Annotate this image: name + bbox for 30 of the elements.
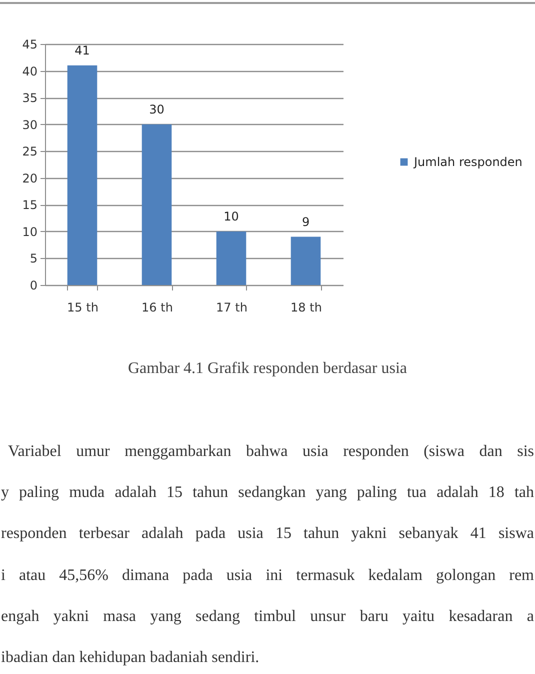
bar	[216, 231, 246, 285]
y-tick-label: 10	[22, 224, 38, 239]
data-label: 30	[149, 102, 164, 116]
bar	[67, 65, 98, 285]
bar	[290, 236, 321, 285]
text: i atau 45,56% dimana pada usia ini termasuk kedalam golongan rem	[1, 566, 534, 586]
text: Gambar 4.1 Grafik responden berdasar usia	[126, 359, 408, 379]
legend-label: Jumlah responden	[413, 155, 522, 169]
data-label: 41	[74, 43, 90, 58]
x-tick-label: 18 th	[290, 300, 322, 314]
y-tick-label: 0	[30, 278, 38, 292]
y-tick-label: 45	[22, 38, 38, 52]
text: y paling muda adalah 15 tahun sedangkan yang paling tua adalah 18 tah	[1, 483, 534, 504]
x-tick-label: 15 th	[67, 300, 98, 314]
text: responden terbesar adalah pada usia 15 tahun yakni sebanyak 41 siswa	[1, 524, 534, 544]
text: engah yakni masa yang sedang timbul unsur baru yaitu kesadaran a	[1, 606, 534, 627]
text: Variabel umur menggambarkan bahwa usia responden (siswa dan sis	[7, 442, 534, 462]
x-tick-label: 17 th	[216, 300, 248, 314]
y-tick-label: 15	[22, 198, 38, 212]
bar	[142, 124, 172, 285]
y-tick-label: 25	[22, 144, 38, 159]
data-label: 9	[302, 214, 310, 229]
y-tick-label: 40	[22, 64, 38, 78]
y-tick-label: 20	[22, 171, 38, 186]
y-tick-label: 35	[22, 91, 38, 106]
y-tick-label: 5	[30, 252, 38, 266]
text: ibadian dan kehidupan badaniah sendiri.	[1, 648, 260, 668]
x-tick-label: 16 th	[142, 300, 173, 314]
data-label: 10	[224, 209, 239, 224]
y-tick-label: 30	[22, 118, 38, 132]
